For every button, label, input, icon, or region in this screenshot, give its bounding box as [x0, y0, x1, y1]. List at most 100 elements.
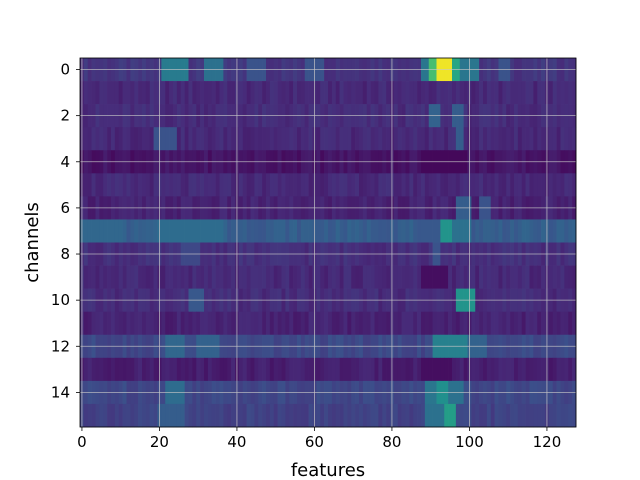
- heatmap-cell: [475, 357, 480, 382]
- heatmap-cell: [281, 357, 286, 382]
- heatmap-cell: [378, 127, 383, 151]
- heatmap-cell: [417, 311, 422, 336]
- heatmap-cell: [281, 265, 286, 289]
- heatmap-cell: [343, 219, 348, 243]
- heatmap-cell: [83, 357, 89, 382]
- heatmap-cell: [409, 311, 414, 336]
- heatmap-cell: [502, 311, 507, 336]
- heatmap-cell: [444, 173, 449, 197]
- heatmap-cell: [378, 173, 383, 197]
- heatmap-cell: [238, 127, 244, 151]
- heatmap-cell: [537, 403, 542, 428]
- heatmap-cell: [169, 357, 174, 382]
- heatmap-cell: [494, 219, 499, 243]
- heatmap-cell: [355, 265, 360, 289]
- heatmap-cell: [304, 403, 309, 428]
- heatmap-cell: [436, 81, 441, 105]
- heatmap-cell: [393, 219, 399, 243]
- heatmap-cell: [297, 127, 302, 151]
- heatmap-cell: [254, 403, 259, 428]
- heatmap-cell: [386, 173, 391, 197]
- heatmap-cell: [533, 311, 538, 336]
- heatmap-cell: [405, 173, 410, 197]
- heatmap-cell: [254, 173, 259, 197]
- heatmap-cell: [471, 173, 476, 197]
- heatmap-cell: [207, 127, 213, 151]
- heatmap-cell: [99, 311, 104, 336]
- heatmap-cell: [359, 81, 364, 105]
- heatmap-cell: [490, 311, 495, 336]
- heatmap-cell: [409, 81, 414, 105]
- heatmap-cell: [262, 219, 267, 243]
- heatmap-cell: [494, 357, 499, 382]
- heatmap-cell: [355, 357, 360, 382]
- heatmap-cell: [231, 403, 236, 428]
- heatmap-cell: [370, 173, 375, 197]
- heatmap-cell: [359, 219, 364, 243]
- heatmap-cell: [463, 403, 468, 428]
- heatmap-cell: [448, 219, 453, 243]
- heatmap-cell: [355, 127, 360, 151]
- heatmap-cell: [293, 265, 298, 289]
- heatmap-cell: [471, 127, 476, 151]
- heatmap-cell: [114, 357, 120, 382]
- heatmap-cell: [374, 127, 379, 151]
- heatmap-cell: [231, 219, 236, 243]
- heatmap-cell: [529, 81, 534, 105]
- heatmap-cell: [548, 81, 554, 105]
- heatmap-cell: [366, 403, 371, 428]
- heatmap-cell: [517, 127, 523, 151]
- heatmap-cell: [293, 127, 298, 151]
- heatmap-cell: [572, 403, 577, 428]
- heatmap-cell: [521, 311, 526, 336]
- heatmap-cell: [99, 173, 104, 197]
- heatmap-cell: [436, 311, 441, 336]
- heatmap-cell: [444, 81, 449, 105]
- heatmap-cell: [250, 357, 255, 382]
- heatmap-cell: [413, 403, 418, 428]
- heatmap-cell: [192, 219, 197, 243]
- heatmap-cell: [184, 403, 189, 428]
- heatmap-cell: [486, 403, 492, 428]
- heatmap-cell: [169, 81, 174, 105]
- heatmap-cell: [126, 403, 131, 428]
- heatmap-cell: [529, 219, 534, 243]
- heatmap-cell: [455, 265, 461, 289]
- heatmap-cell: [153, 127, 158, 151]
- heatmap-cell: [122, 357, 127, 382]
- heatmap-cell: [142, 357, 147, 382]
- heatmap-cell: [204, 127, 209, 151]
- heatmap-cell: [374, 311, 379, 336]
- heatmap-cell: [300, 403, 306, 428]
- heatmap-cell: [483, 81, 488, 105]
- heatmap-cell: [517, 173, 523, 197]
- heatmap-cell: [548, 173, 554, 197]
- heatmap-cell: [242, 311, 247, 336]
- heatmap-cell: [196, 357, 201, 382]
- heatmap-cell: [238, 173, 244, 197]
- heatmap-cell: [455, 219, 461, 243]
- heatmap-cell: [149, 357, 154, 382]
- heatmap-cell: [424, 311, 430, 336]
- heatmap-cell: [417, 127, 422, 151]
- heatmap-cell: [145, 311, 151, 336]
- heatmap-cell: [107, 173, 112, 197]
- heatmap-cell: [370, 127, 375, 151]
- heatmap-cell: [304, 357, 309, 382]
- heatmap-cell: [200, 403, 205, 428]
- heatmap-cell: [397, 403, 402, 428]
- heatmap-cell: [304, 219, 309, 243]
- heatmap-cell: [91, 311, 96, 336]
- heatmap-cell: [254, 127, 259, 151]
- heatmap-cell: [161, 403, 166, 428]
- heatmap-cell: [517, 265, 523, 289]
- heatmap-cell: [192, 127, 197, 151]
- heatmap-cell: [130, 311, 135, 336]
- heatmap-cell: [304, 173, 309, 197]
- heatmap-cell: [328, 173, 333, 197]
- heatmap-cell: [126, 81, 131, 105]
- heatmap-cell: [525, 265, 530, 289]
- heatmap-cell: [359, 127, 364, 151]
- heatmap-cell: [428, 265, 433, 289]
- heatmap-cell: [568, 265, 573, 289]
